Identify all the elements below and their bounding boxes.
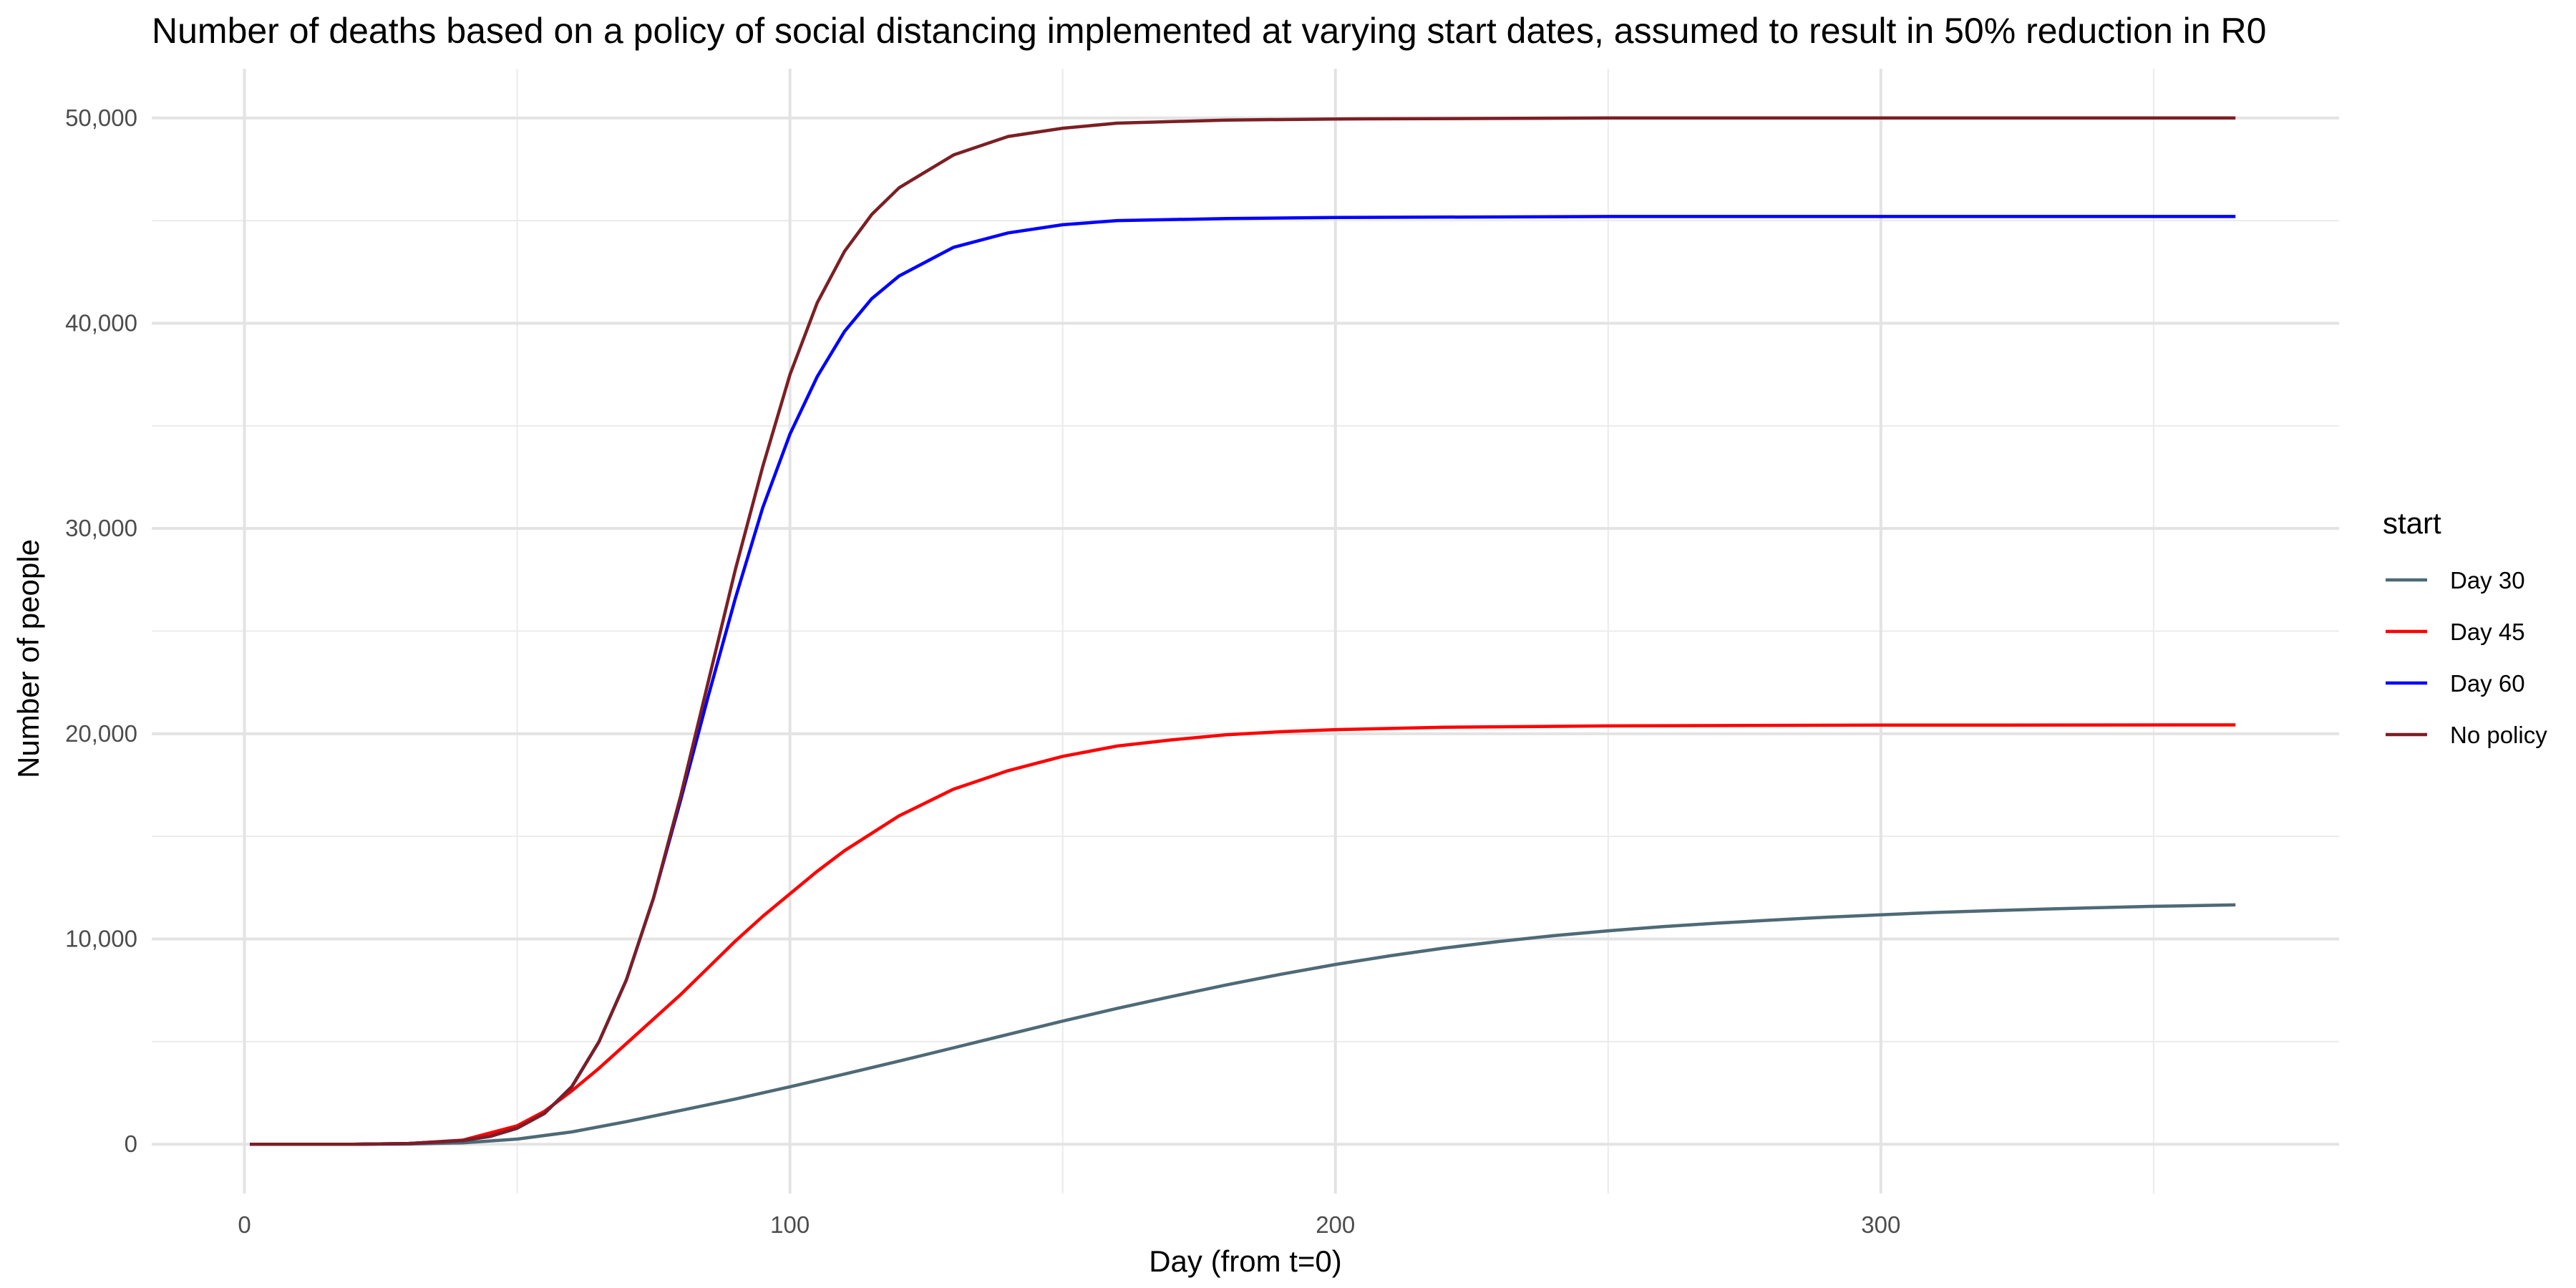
y-axis-tick-labels: 0 10,000 20,000 30,000 40,000 50,000	[65, 105, 137, 1157]
series-lines	[250, 116, 2236, 1146]
legend-items: Day 30 Day 45 Day 60 No policy	[2386, 567, 2547, 748]
x-tick-label: 100	[770, 1211, 810, 1238]
x-tick-label: 200	[1316, 1211, 1355, 1238]
x-axis-tick-labels: 0 100 200 300	[238, 1211, 1900, 1238]
y-tick-label: 30,000	[65, 515, 137, 541]
series-line-day-30	[250, 903, 2236, 1146]
legend-title: start	[2383, 506, 2441, 540]
major-gridlines	[152, 69, 2339, 1193]
y-tick-label: 40,000	[65, 309, 137, 336]
legend: start Day 30 Day 45 Day 60 No policy	[2383, 506, 2547, 748]
minor-gridlines	[152, 69, 2339, 1193]
legend-label-day-30: Day 30	[2450, 567, 2525, 594]
series-line-no-policy	[250, 116, 2236, 1146]
series-line-day-45	[250, 723, 2236, 1146]
x-tick-label: 300	[1861, 1211, 1900, 1238]
x-axis-title: Day (from t=0)	[1149, 1244, 1342, 1278]
legend-label-day-45: Day 45	[2450, 619, 2525, 645]
legend-label-no-policy: No policy	[2450, 722, 2547, 748]
x-tick-label: 0	[238, 1211, 251, 1238]
chart-title: Number of deaths based on a policy of so…	[152, 11, 2266, 51]
y-tick-label: 20,000	[65, 720, 137, 747]
legend-label-day-60: Day 60	[2450, 670, 2525, 697]
y-tick-label: 0	[125, 1130, 137, 1157]
y-axis-title: Number of people	[11, 539, 45, 778]
y-tick-label: 50,000	[65, 105, 137, 131]
y-tick-label: 10,000	[65, 926, 137, 952]
